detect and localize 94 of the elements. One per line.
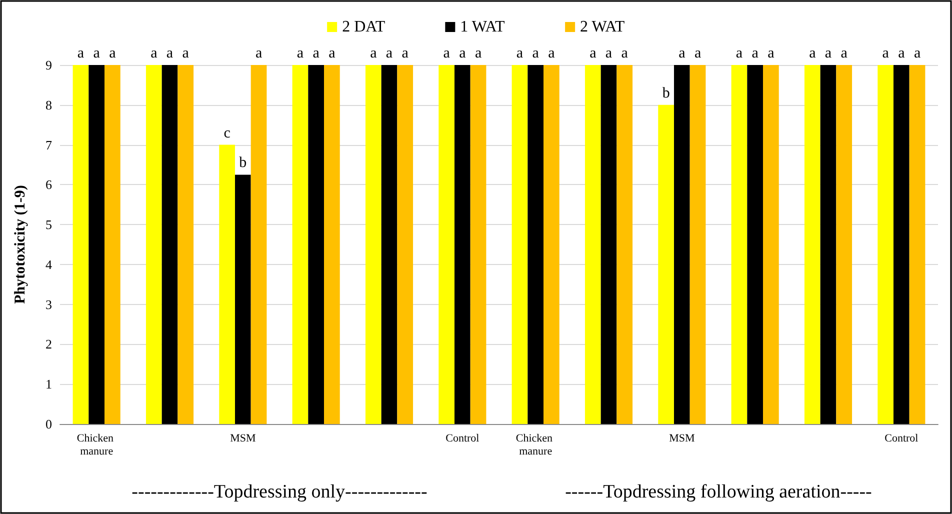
legend-label: 2 WAT (580, 18, 625, 36)
data-label: a (882, 46, 890, 62)
data-label: a (548, 46, 556, 62)
bar (146, 65, 162, 424)
bar (250, 65, 267, 424)
bar (616, 65, 633, 424)
y-tick-label: 0 (46, 416, 52, 432)
data-label: c (224, 125, 231, 142)
bar (544, 65, 560, 424)
data-label: a (736, 46, 743, 62)
bar (820, 65, 836, 424)
y-tick-label: 1 (46, 376, 52, 392)
y-tick-label: 2 (46, 336, 52, 352)
data-label: a (370, 46, 378, 62)
bar (365, 65, 382, 424)
bar (381, 65, 398, 424)
data-label: a (768, 46, 775, 62)
data-label: a (386, 46, 393, 62)
bar (397, 65, 414, 424)
data-label: b (239, 155, 247, 172)
bar (528, 65, 544, 424)
bar (178, 65, 194, 424)
legend-label: 2 DAT (342, 18, 386, 36)
data-label: a (678, 46, 686, 62)
data-label: a (605, 46, 612, 62)
bar (512, 65, 528, 424)
bar (438, 65, 454, 424)
y-tick-label: 8 (46, 97, 52, 112)
x-tick-label: MSM (230, 432, 256, 444)
y-tick-label: 5 (46, 217, 52, 232)
data-label: a (109, 46, 116, 62)
data-label: a (752, 46, 759, 62)
data-label: a (516, 46, 524, 62)
data-label: a (474, 46, 482, 62)
bar (88, 65, 105, 424)
x-tick-label: Control (884, 432, 918, 444)
text: ------Topdressing following aeration----- (565, 482, 872, 502)
data-label: a (809, 46, 816, 62)
bar (308, 65, 324, 424)
data-label: a (824, 46, 832, 62)
data-label: a (621, 46, 628, 62)
x-tick-label: Chicken manure (516, 432, 556, 458)
bar (324, 65, 340, 424)
data-label: a (590, 46, 597, 62)
bar (747, 65, 764, 424)
legend-label: 1 WAT (460, 18, 505, 36)
bar (454, 65, 470, 424)
data-label: a (694, 46, 702, 62)
bar (104, 65, 120, 424)
bar (584, 65, 601, 424)
bar (804, 65, 820, 424)
data-label: a (296, 46, 304, 62)
bar (470, 65, 486, 424)
data-label: a (532, 46, 540, 62)
bar (162, 65, 178, 424)
data-label: a (898, 46, 906, 62)
bar (763, 65, 779, 424)
data-label: a (328, 46, 336, 62)
bar (658, 104, 674, 424)
x-tick-label: Control (446, 432, 480, 444)
bar (909, 65, 926, 424)
bar (600, 65, 617, 424)
bar (219, 144, 235, 424)
data-label: a (914, 46, 921, 62)
x-tick-label: MSM (669, 432, 695, 444)
bar (234, 174, 251, 424)
bar (72, 65, 89, 424)
bar (836, 65, 852, 424)
data-label: a (312, 46, 320, 62)
data-label: a (459, 46, 466, 62)
data-label: a (166, 46, 174, 62)
bar (292, 65, 308, 424)
y-tick-label: 6 (46, 177, 52, 192)
data-label: a (840, 46, 848, 62)
x-tick-label: Chicken manure (76, 432, 116, 458)
text: -------------Topdressing only------------- (132, 482, 428, 502)
bar (893, 65, 910, 424)
bar (690, 65, 706, 424)
bar (878, 65, 894, 424)
data-label: a (93, 46, 100, 62)
y-axis-title: Phytotoxicity (1-9) (12, 185, 28, 304)
y-tick-label: 3 (46, 296, 52, 312)
bar (731, 65, 748, 424)
y-tick-label: 7 (46, 137, 52, 152)
data-label: b (662, 85, 670, 102)
y-tick-label: 4 (46, 256, 52, 272)
data-label: a (150, 46, 158, 62)
y-tick-label: 9 (46, 58, 52, 72)
data-label: a (77, 46, 84, 62)
bar (674, 65, 690, 424)
data-label: a (443, 46, 450, 62)
data-label: a (255, 46, 262, 62)
data-label: a (402, 46, 409, 62)
data-label: a (182, 46, 190, 62)
